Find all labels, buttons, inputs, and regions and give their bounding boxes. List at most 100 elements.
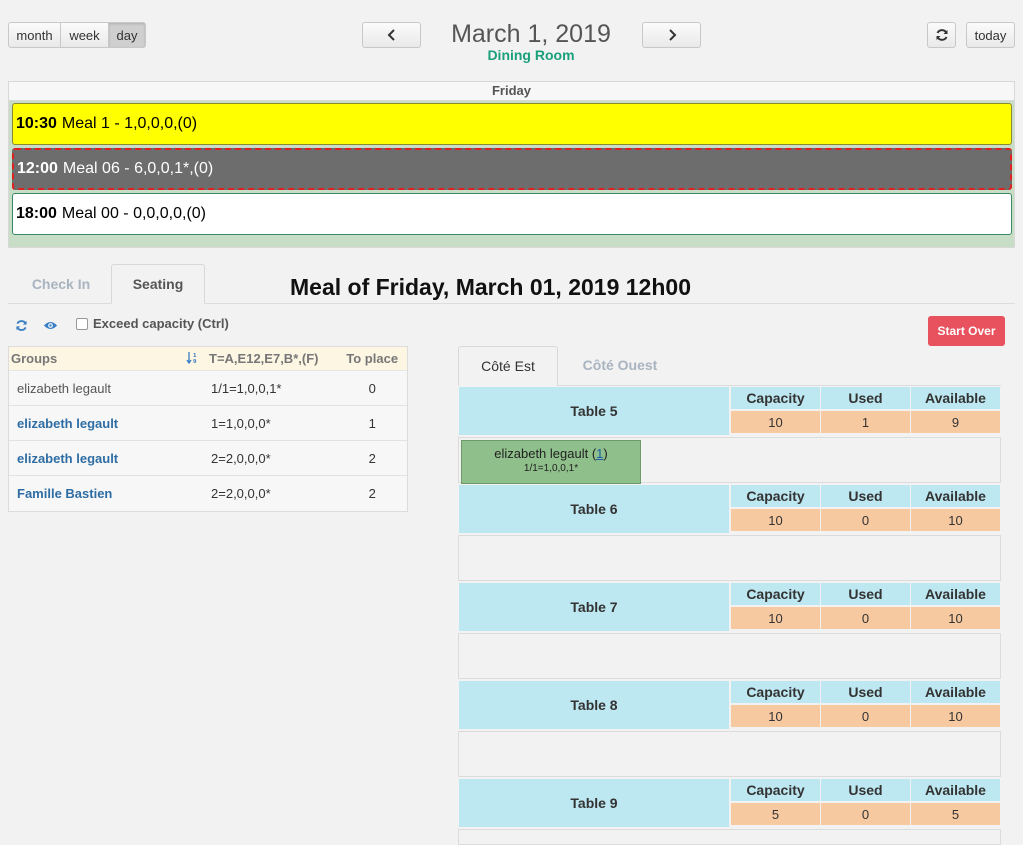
- capacity-value: 10: [731, 411, 820, 433]
- seated-group-count-link[interactable]: 1: [596, 446, 604, 461]
- used-header: Used: [821, 779, 910, 801]
- available-value: 5: [911, 803, 1000, 825]
- capacity-header: Capacity: [731, 681, 820, 703]
- view-month-button[interactable]: month: [8, 22, 61, 48]
- exceed-capacity-label: Exceed capacity (Ctrl): [93, 316, 229, 331]
- available-header: Available: [911, 485, 1000, 507]
- table-row[interactable]: Famille Bastien 2=2,0,0,0* 2: [9, 476, 407, 511]
- today-button[interactable]: today: [966, 22, 1015, 48]
- group-code: 1=1,0,0,0*: [211, 415, 271, 431]
- used-header: Used: [821, 681, 910, 703]
- tab-seating[interactable]: Seating: [111, 264, 205, 304]
- capacity-header: Capacity: [731, 387, 820, 409]
- groups-header-label: Groups: [11, 351, 58, 366]
- available-header: Available: [911, 681, 1000, 703]
- meal-title: Meal of Friday, March 01, 2019 12h00: [290, 274, 691, 300]
- group-name-link[interactable]: elizabeth legault: [17, 415, 119, 431]
- capacity-value: 10: [731, 509, 820, 531]
- group-code: 2=2,0,0,0*: [211, 486, 271, 501]
- group-to-place: 2: [368, 486, 376, 501]
- table-card: Table 7 Capacity Used Available 10 0 10: [458, 582, 1001, 679]
- event-meal-00[interactable]: 18:00 Meal 00 - 0,0,0,0,(0): [12, 193, 1012, 235]
- used-value: 0: [821, 607, 910, 629]
- refresh-icon: [936, 29, 947, 41]
- seated-group-code: 1/1=1,0,0,1*: [523, 463, 579, 474]
- event-meal-1[interactable]: 10:30 Meal 1 - 1,0,0,0,(0): [12, 103, 1012, 145]
- next-button[interactable]: [642, 22, 701, 48]
- tab-cote-ouest[interactable]: Côté Ouest: [582, 357, 658, 373]
- available-header: Available: [911, 583, 1000, 605]
- used-value: 0: [821, 803, 910, 825]
- day-calendar: Friday 10:30 Meal 1 - 1,0,0,0,(0) 12:00 …: [8, 81, 1015, 248]
- refresh-groups-button[interactable]: [12, 316, 30, 334]
- table-name: Table 9: [459, 779, 729, 827]
- event-meal-06[interactable]: 12:00 Meal 06 - 6,0,0,1*,(0): [12, 148, 1012, 190]
- used-value: 0: [821, 705, 910, 727]
- event-time: 18:00: [16, 205, 57, 222]
- start-over-button[interactable]: Start Over: [928, 316, 1005, 346]
- code-header: T=A,E12,E7,B*,(F): [209, 351, 319, 366]
- event-label: Meal 00 - 0,0,0,0,(0): [61, 205, 206, 222]
- table-row[interactable]: elizabeth legault 1=1,0,0,0* 1: [9, 406, 407, 441]
- table-drop-zone[interactable]: elizabeth legault (1) 1/1=1,0,0,1*: [458, 437, 1001, 484]
- table-card: Table 8 Capacity Used Available 10 0 10: [458, 680, 1001, 777]
- view-week-button[interactable]: week: [60, 22, 109, 48]
- table-drop-zone[interactable]: [458, 829, 1001, 845]
- group-name: elizabeth legault: [17, 380, 111, 396]
- tab-cote-est[interactable]: Côté Est: [458, 346, 558, 386]
- table-card: Table 5 Capacity Used Available 10 1 9 e…: [458, 386, 1001, 484]
- group-to-place: 0: [368, 380, 376, 396]
- tab-divider: [558, 385, 1001, 386]
- svg-text:9: 9: [193, 359, 197, 364]
- used-header: Used: [821, 485, 910, 507]
- capacity-header: Capacity: [731, 485, 820, 507]
- eye-icon: [43, 321, 57, 329]
- table-row[interactable]: elizabeth legault 2=2,0,0,0* 2: [9, 441, 407, 476]
- refresh-icon: [15, 319, 27, 331]
- capacity-value: 10: [731, 607, 820, 629]
- event-time: 10:30: [16, 115, 57, 132]
- available-value: 9: [911, 411, 1000, 433]
- group-name-link[interactable]: Famille Bastien: [17, 486, 113, 501]
- view-day-button[interactable]: day: [108, 22, 146, 48]
- table-drop-zone[interactable]: [458, 633, 1001, 679]
- day-header: Friday: [9, 82, 1014, 101]
- table-name: Table 5: [459, 387, 729, 435]
- seated-group-card[interactable]: elizabeth legault (1) 1/1=1,0,0,1*: [461, 440, 641, 484]
- available-value: 10: [911, 509, 1000, 531]
- used-header: Used: [821, 387, 910, 409]
- available-value: 10: [911, 607, 1000, 629]
- table-drop-zone[interactable]: [458, 731, 1001, 777]
- refresh-button[interactable]: [927, 22, 956, 48]
- table-drop-zone[interactable]: [458, 535, 1001, 581]
- view-button[interactable]: [41, 316, 59, 334]
- seated-group-name: elizabeth legault: [494, 446, 589, 461]
- prev-button[interactable]: [362, 22, 421, 48]
- used-header: Used: [821, 583, 910, 605]
- group-code: 1/1=1,0,0,1*: [211, 380, 282, 396]
- table-name: Table 6: [459, 485, 729, 533]
- table-row: elizabeth legault 1/1=1,0,0,1* 0: [9, 371, 407, 406]
- tab-divider: [8, 303, 111, 304]
- group-name-link[interactable]: elizabeth legault: [17, 450, 119, 466]
- capacity-header: Capacity: [731, 779, 820, 801]
- event-label: Meal 06 - 6,0,0,1*,(0): [62, 160, 214, 177]
- group-to-place: 1: [368, 415, 376, 431]
- group-code: 2=2,0,0,0*: [211, 450, 271, 466]
- available-header: Available: [911, 387, 1000, 409]
- table-card: Table 9 Capacity Used Available 5 0 5: [458, 778, 1001, 845]
- chevron-right-icon: [668, 29, 676, 41]
- tab-divider: [205, 303, 1015, 304]
- event-time: 12:00: [17, 160, 58, 177]
- table-name: Table 7: [459, 583, 729, 631]
- exceed-capacity-checkbox[interactable]: [76, 318, 88, 330]
- used-value: 0: [821, 509, 910, 531]
- tab-check-in[interactable]: Check In: [31, 276, 91, 292]
- chevron-left-icon: [387, 29, 395, 41]
- capacity-value: 5: [731, 803, 820, 825]
- used-value: 1: [821, 411, 910, 433]
- capacity-header: Capacity: [731, 583, 820, 605]
